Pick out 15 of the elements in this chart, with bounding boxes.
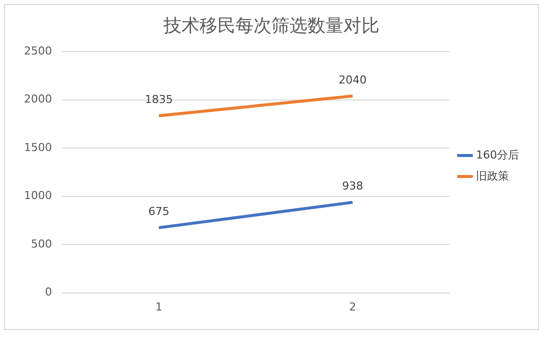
x-tick-label: 2 [349, 300, 356, 314]
chart-title: 技术移民每次筛选数量对比 [162, 15, 380, 36]
data-label: 675 [148, 205, 170, 218]
y-tick-label: 500 [30, 237, 52, 250]
y-tick-label: 0 [44, 286, 52, 299]
data-label: 938 [342, 180, 364, 193]
x-tick-label: 1 [155, 300, 162, 314]
data-label: 1835 [144, 93, 173, 106]
y-tick-label: 1500 [24, 140, 52, 154]
y-tick-label: 1000 [24, 189, 52, 202]
legend-label: 160分后 [476, 148, 520, 162]
y-tick-label: 2000 [24, 92, 52, 106]
legend-label: 旧政策 [476, 169, 510, 182]
y-tick-label: 2500 [24, 44, 52, 58]
data-label: 2040 [338, 73, 367, 86]
